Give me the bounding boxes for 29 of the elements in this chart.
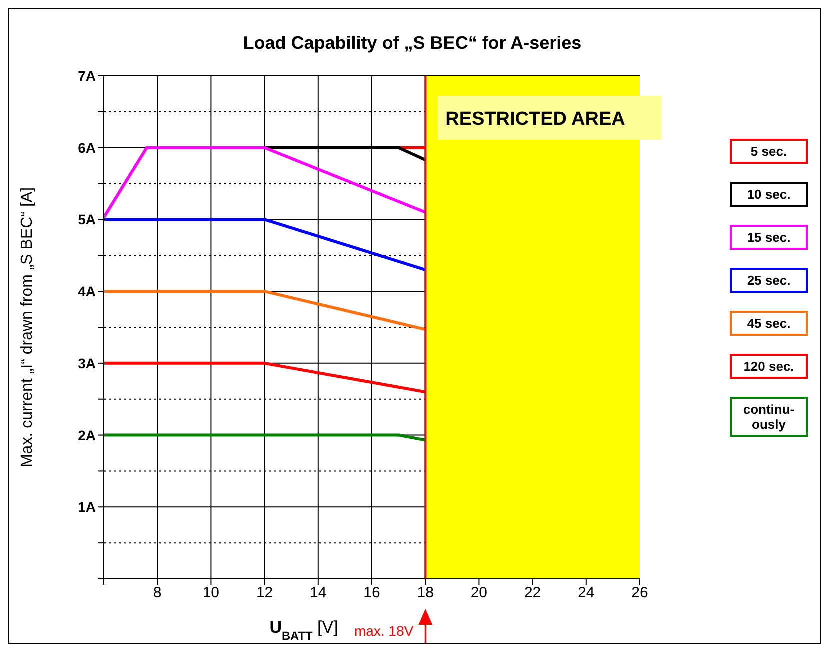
x-tick-label: 16 — [364, 584, 380, 602]
band-label: RESTRICTED AREA — [446, 109, 626, 130]
chart-title: Load Capability of „S BEC“ for A-series — [242, 33, 583, 54]
y-tick-label: 3A — [78, 355, 96, 372]
x-tick-label: 12 — [256, 584, 274, 602]
y-tick-label: 6A — [78, 140, 96, 156]
y-tick-label: 2A — [78, 427, 96, 444]
text: 25 sec. — [730, 268, 808, 293]
x-axis-title: U$_{BATT}$ [V] — [270, 618, 338, 643]
y-tick-label: 7A — [78, 68, 96, 84]
x-tick-label: 26 — [632, 584, 648, 602]
text: continu-ously — [730, 397, 808, 437]
y-tick-label: 5A — [78, 212, 96, 228]
x-tick-label: 10 — [202, 584, 220, 602]
text: 45 sec. — [730, 311, 808, 336]
y-axis-title: Max. current „I“ drawn from „S BEC“ [A] — [19, 187, 36, 468]
x-tick-label: 20 — [470, 584, 488, 602]
text: 5 sec. — [730, 139, 808, 164]
x-tick-label: 8 — [153, 584, 162, 602]
text: 120 sec. — [730, 354, 808, 379]
legend-label: max. 18V — [354, 623, 414, 639]
x-tick-label: 18 — [417, 584, 434, 602]
x-tick-label: 14 — [310, 584, 327, 602]
y-tick-label: 1A — [78, 499, 96, 516]
text: 15 sec. — [730, 225, 808, 250]
y-tick-label: 4A — [78, 284, 96, 300]
text: 10 sec. — [730, 182, 808, 207]
x-tick-label: 24 — [578, 584, 595, 602]
x-tick-label: 22 — [524, 584, 542, 602]
